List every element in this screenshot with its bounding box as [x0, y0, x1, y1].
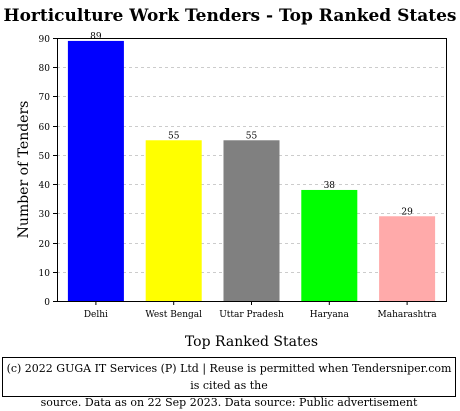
bar-value-label: 55	[246, 131, 258, 141]
bar-value-label: 38	[324, 181, 336, 191]
y-axis-label: Number of Tenders	[16, 101, 32, 239]
bar	[145, 140, 202, 301]
chart-title: Horticulture Work Tenders - Top Ranked S…	[3, 6, 457, 26]
bar	[379, 216, 436, 301]
footer-line-1: (c) 2022 GUGA IT Services (P) Ltd | Reus…	[6, 362, 452, 392]
bar-chart: 0 10 20 30 40 50 60 70 80 90 89 55 55 38 29 Delhi West…	[16, 32, 447, 350]
y-tick-label: 30	[39, 210, 51, 220]
copyright-footer: (c) 2022 GUGA IT Services (P) Ltd | Reus…	[2, 357, 456, 409]
x-axis-ticks: Delhi West Bengal Uttar Pradesh Haryana Maha…	[84, 301, 437, 320]
bar-value-label: 29	[401, 207, 413, 217]
y-tick-label: 60	[39, 123, 51, 133]
y-tick-label: 10	[39, 269, 51, 279]
y-axis-ticks: 0 10 20 30 40 50 60 70 80 90	[39, 35, 57, 308]
y-tick-label: 40	[39, 181, 51, 191]
bar-value-label: 89	[90, 32, 102, 42]
bar	[67, 40, 124, 302]
y-tick-label: 20	[39, 240, 51, 250]
bar	[301, 189, 358, 301]
x-tick-label: Uttar Pradesh	[219, 310, 284, 320]
x-tick-label: Haryana	[310, 310, 350, 320]
bar-value-label: 55	[168, 131, 180, 141]
footer-line-2: source. Data as on 22 Sep 2023. Data sou…	[40, 396, 418, 409]
bar	[223, 140, 280, 301]
y-tick-label: 90	[39, 35, 51, 45]
x-tick-label: Delhi	[84, 310, 108, 320]
y-tick-label: 80	[39, 64, 51, 74]
x-tick-label: West Bengal	[145, 310, 202, 320]
x-axis-label: Top Ranked States	[185, 334, 318, 350]
y-tick-label: 0	[44, 298, 50, 308]
y-tick-label: 50	[39, 152, 51, 162]
y-tick-label: 70	[39, 93, 51, 103]
x-tick-label: Maharashtra	[378, 310, 438, 320]
bars: 89 55 55 38 29	[67, 32, 436, 302]
